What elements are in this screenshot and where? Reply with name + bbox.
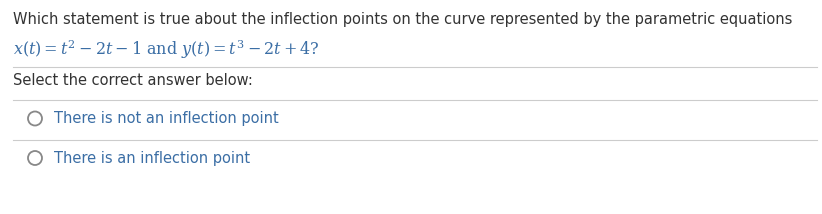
Text: There is an inflection point: There is an inflection point: [54, 150, 250, 165]
Text: There is not an inflection point: There is not an inflection point: [54, 111, 279, 126]
Text: Which statement is true about the inflection points on the curve represented by : Which statement is true about the inflec…: [13, 12, 792, 27]
Text: Select the correct answer below:: Select the correct answer below:: [13, 73, 253, 88]
Text: $x(t) = t^2 - 2t - 1$ and $y(t) = t^3 - 2t + 4?$: $x(t) = t^2 - 2t - 1$ and $y(t) = t^3 - …: [13, 39, 320, 61]
